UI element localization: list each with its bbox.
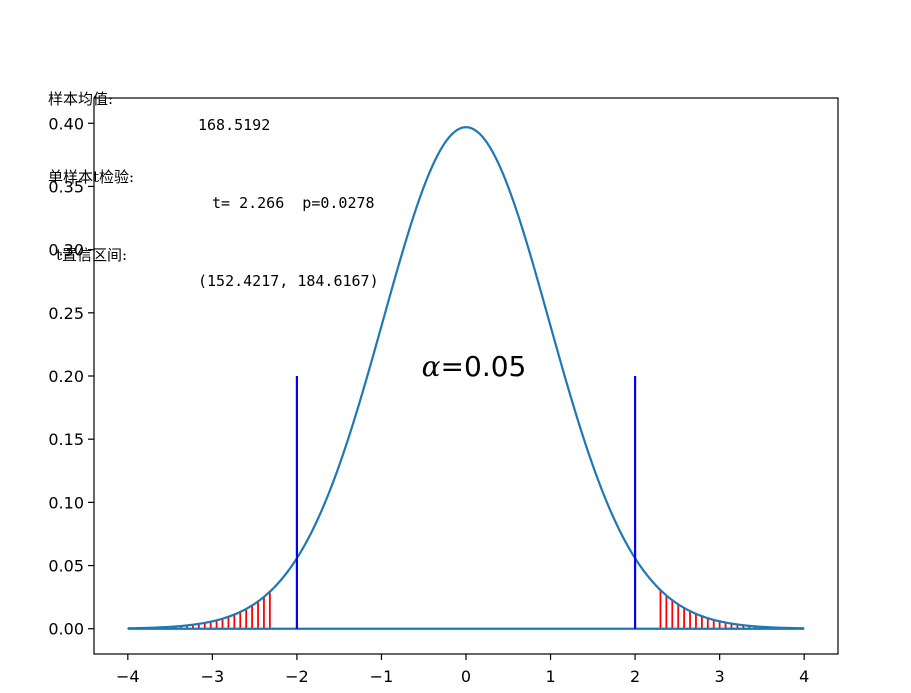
x-tick-label: 0 (461, 667, 471, 686)
alpha-symbol: α (422, 350, 441, 383)
x-tick-label: 3 (715, 667, 725, 686)
y-tick-label: 0.20 (48, 367, 84, 386)
stat-row-confidence-interval: t置信区间: (152.4217, 184.6167) (48, 216, 379, 290)
x-tick-label: −1 (370, 667, 394, 686)
stat-value: t= 2.266 p=0.0278 (212, 194, 375, 212)
stat-row-t-test: 单样本t检验: t= 2.266 p=0.0278 (48, 138, 375, 212)
y-tick-label: 0.30 (48, 241, 84, 260)
x-tick-label: −3 (201, 667, 225, 686)
y-tick-label: 0.15 (48, 430, 84, 449)
stat-value: 168.5192 (198, 116, 271, 134)
stat-label: t置信区间: (56, 246, 128, 264)
y-tick-label: 0.35 (48, 177, 84, 196)
stat-label: 单样本t检验: (48, 168, 135, 186)
x-tick-label: 2 (630, 667, 640, 686)
y-tick-label: 0.10 (48, 493, 84, 512)
y-tick-label: 0.00 (48, 620, 84, 639)
stat-value: (152.4217, 184.6167) (198, 272, 379, 290)
stat-row-sample-mean: 样本均值: 168.5192 (48, 60, 270, 134)
stat-label: 样本均值: (48, 90, 114, 108)
y-tick-label: 0.25 (48, 304, 84, 323)
stats-block: 样本均值: 168.5192 单样本t检验: t= 2.266 p=0.0278… (48, 8, 379, 290)
alpha-value: =0.05 (441, 350, 527, 383)
x-tick-label: −2 (285, 667, 309, 686)
y-tick-label: 0.05 (48, 557, 84, 576)
x-tick-label: −4 (116, 667, 140, 686)
alpha-annotation: α=0.05 (422, 350, 527, 383)
x-tick-label: 1 (545, 667, 555, 686)
x-tick-label: 4 (799, 667, 809, 686)
density-curve (127, 126, 805, 630)
y-tick-label: 0.40 (48, 114, 84, 133)
